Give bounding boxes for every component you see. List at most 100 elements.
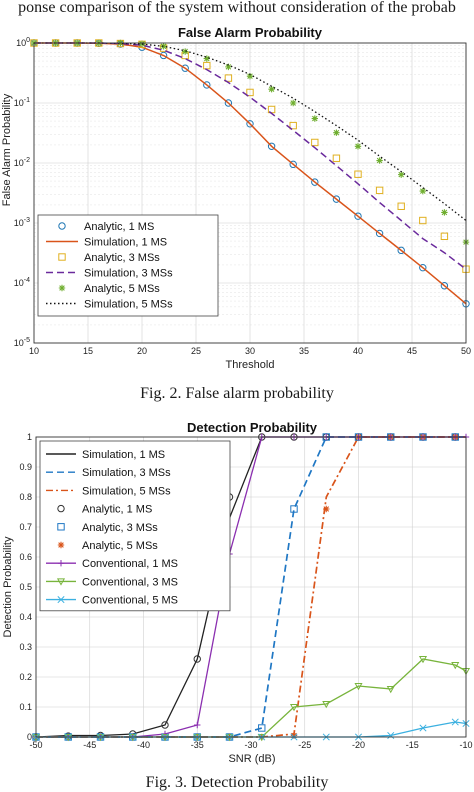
chart1-x-tick-label: 20 bbox=[137, 346, 147, 356]
chart1-title: False Alarm Probability bbox=[178, 25, 323, 40]
chart2-legend-label: Simulation, 5 MSs bbox=[82, 485, 171, 497]
chart1-point-analytic-1-ms bbox=[267, 142, 276, 150]
chart1-point-analytic-5-mss bbox=[225, 63, 232, 71]
chart2-y-tick-label: 1 bbox=[27, 432, 32, 442]
chart2-ylabel: Detection Probability bbox=[2, 536, 14, 637]
chart1-point-analytic-3-mss bbox=[246, 88, 254, 97]
chart2-x-tick-label: -25 bbox=[298, 740, 311, 750]
chart1-point-analytic-3-mss bbox=[224, 74, 233, 82]
chart2-x-tick-label: -10 bbox=[459, 740, 472, 750]
chart2-point-analytic-1-ms bbox=[193, 655, 201, 663]
chart2-point-conventional-1-ms bbox=[194, 721, 201, 729]
chart2-legend-label: Simulation, 3 MSs bbox=[82, 467, 171, 479]
chart1-point-analytic-5-mss bbox=[311, 115, 318, 122]
chart2-plot-area bbox=[35, 436, 467, 738]
chart2-y-tick-label: 0.3 bbox=[19, 642, 32, 652]
chart1-point-analytic-1-ms bbox=[311, 178, 319, 186]
chart1-point-analytic-3-mss bbox=[332, 154, 341, 162]
chart2-x-tick-label: -20 bbox=[352, 740, 365, 750]
chart2-legend-label: Conventional, 5 MS bbox=[82, 595, 178, 607]
chart1-legend-label: Simulation, 3 MSs bbox=[84, 268, 173, 280]
chart2-x-tick-label: -15 bbox=[406, 740, 419, 750]
chart1-point-analytic-1-ms bbox=[203, 81, 211, 89]
chart2-x-tick-label: -30 bbox=[244, 740, 257, 750]
chart1-point-analytic-1-ms bbox=[419, 263, 427, 272]
chart1-point-analytic-1-ms bbox=[224, 99, 233, 107]
chart2-point-conventional-5-ms bbox=[419, 724, 427, 732]
chart2-ticks: -50 -45 -40 -35 -30 -25 -20 -15 -10 0 0.1 0.2 0.3 0.4… bbox=[19, 432, 472, 750]
chart2-y-tick-label: 0.6 bbox=[19, 552, 32, 562]
chart1-x-tick-label: 30 bbox=[245, 346, 255, 356]
chart2-legend-swatch bbox=[57, 523, 65, 531]
chart1-point-analytic-1-ms bbox=[289, 160, 297, 169]
chart1-x-tick-label: 45 bbox=[407, 346, 417, 356]
chart1-point-analytic-5-mss bbox=[290, 99, 297, 107]
chart2-point-conventional-3-ms bbox=[289, 703, 299, 712]
chart1-point-analytic-3-mss bbox=[375, 186, 384, 195]
chart1-x-tick-label: 25 bbox=[191, 346, 201, 356]
caption-fig2: Fig. 2. False alarm probability bbox=[140, 385, 334, 402]
chart1-point-analytic-5-mss bbox=[182, 48, 189, 55]
chart2-y-tick-label: 0.7 bbox=[19, 522, 32, 532]
chart2-legend-label: Conventional, 3 MS bbox=[82, 576, 178, 588]
chart1-point-analytic-3-mss bbox=[203, 61, 211, 70]
chart2-x-tick-label: -45 bbox=[83, 740, 96, 750]
chart1-plot-area bbox=[33, 42, 467, 344]
chart1-ticks: 10 15 20 25 30 35 40 45 50 100 10-1 10-2 10-3 10-4 10-… bbox=[14, 37, 471, 356]
chart2-point-conventional-3-ms bbox=[322, 700, 331, 709]
chart2-legend-label: Analytic, 3 MSs bbox=[82, 522, 158, 534]
chart1-y-tick-label: 10-3 bbox=[14, 217, 30, 228]
chart1-point-analytic-1-ms bbox=[332, 195, 341, 203]
chart1-point-analytic-3-mss bbox=[354, 170, 362, 178]
chart1-legend-swatch bbox=[58, 284, 66, 292]
chart2-legend-label: Analytic, 1 MS bbox=[82, 504, 152, 516]
chart2-legend-label: Simulation, 1 MS bbox=[82, 449, 165, 461]
chart1-point-analytic-5-mss bbox=[441, 209, 448, 216]
chart1-point-analytic-1-ms bbox=[159, 51, 168, 60]
chart1-y-tick-label: 10-2 bbox=[14, 157, 30, 168]
chart2-x-tick-label: -35 bbox=[191, 740, 204, 750]
detection-chart: Detection Probability -50 -45 -40 -35 -30 -25… bbox=[2, 420, 473, 765]
chart2-point-conventional-5-ms bbox=[387, 731, 395, 740]
chart2-y-tick-label: 0 bbox=[27, 732, 32, 742]
chart2-title: Detection Probability bbox=[187, 420, 318, 435]
chart2-point-analytic-3-mss bbox=[258, 724, 266, 732]
chart1-point-analytic-1-ms bbox=[397, 246, 405, 255]
chart1-point-analytic-3-mss bbox=[440, 232, 449, 241]
chart1-point-analytic-3-mss bbox=[397, 202, 405, 210]
chart1-y-tick-label: 10-5 bbox=[14, 337, 30, 348]
chart1-legend-label: Analytic, 3 MSs bbox=[84, 252, 160, 264]
chart1-legend-label: Simulation, 1 MS bbox=[84, 237, 167, 249]
chart1-x-tick-label: 50 bbox=[461, 346, 471, 356]
chart2-point-conventional-5-ms bbox=[451, 718, 459, 726]
chart2-legend-label: Conventional, 1 MS bbox=[82, 558, 178, 570]
chart2-point-analytic-3-mss bbox=[290, 505, 298, 513]
chart1-legend-label: Analytic, 5 MSs bbox=[84, 283, 160, 295]
chart1-point-analytic-5-mss bbox=[376, 157, 383, 164]
chart1-x-tick-label: 40 bbox=[353, 346, 363, 356]
chart1-point-analytic-3-mss bbox=[311, 138, 319, 147]
chart2-legend-marker bbox=[57, 596, 65, 604]
chart1-point-analytic-1-ms bbox=[440, 282, 449, 290]
chart1-ylabel: False Alarm Probability bbox=[1, 93, 13, 206]
chart1-y-tick-label: 100 bbox=[16, 37, 30, 48]
chart2-legend: Simulation, 1 MS Simulation, 3 MSs Simulat… bbox=[39, 440, 231, 612]
chart1-point-analytic-3-mss bbox=[289, 121, 297, 130]
chart1-legend-label: Simulation, 5 MSs bbox=[84, 299, 173, 311]
chart2-legend-swatch bbox=[57, 504, 65, 513]
chart1-x-tick-label: 35 bbox=[299, 346, 309, 356]
chart1-point-analytic-5-mss bbox=[398, 171, 405, 178]
chart2-point-analytic-1-ms bbox=[161, 721, 169, 729]
chart2-point-conventional-3-ms bbox=[354, 682, 363, 691]
chart2-y-tick-label: 0.4 bbox=[19, 612, 32, 622]
chart1-legend-swatch bbox=[58, 253, 66, 261]
chart1-point-analytic-3-mss bbox=[419, 216, 427, 225]
chart2-y-tick-label: 0.8 bbox=[19, 492, 32, 502]
chart2-y-tick-label: 0.2 bbox=[19, 672, 32, 682]
chart1-point-analytic-5-mss bbox=[203, 55, 210, 62]
chart1-legend-box bbox=[37, 214, 219, 317]
chart2-legend-label: Analytic, 5 MSs bbox=[82, 540, 158, 552]
chart1-point-analytic-5-mss bbox=[268, 85, 275, 93]
chart1-x-tick-label: 10 bbox=[29, 346, 39, 356]
